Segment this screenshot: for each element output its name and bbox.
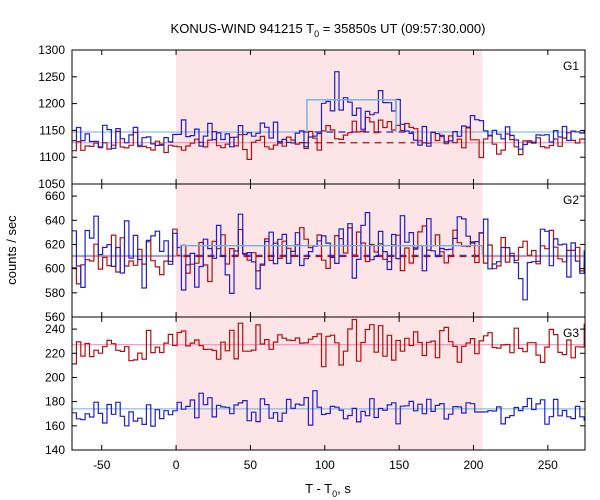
- y-tick-label: 180: [45, 395, 65, 409]
- y-tick-label: 1250: [38, 70, 65, 84]
- panel-label: G2: [563, 193, 579, 207]
- y-tick-label: 580: [45, 286, 65, 300]
- x-tick-label: 50: [244, 458, 258, 472]
- x-tick-labels: -50 0 50 100 150 200 250: [93, 458, 558, 472]
- chart-texts: KONUS-WIND 941215 T0 = 35850s UT (09:57:…: [4, 21, 485, 499]
- highlight-regions: [176, 50, 483, 450]
- y-tick-label: 600: [45, 262, 65, 276]
- y-tick-label: 1150: [39, 123, 65, 137]
- model-curve: [306, 99, 397, 133]
- x-axis-label: T - T0, s: [305, 481, 351, 499]
- y-tick-label: 1300: [38, 43, 65, 57]
- y-tick-label: 1050: [38, 177, 65, 191]
- panel-label: G1: [563, 59, 579, 73]
- y-tick-label: 200: [45, 370, 65, 384]
- panel-frame: [71, 316, 586, 451]
- model-curve: [179, 244, 484, 256]
- panel-g3: 140 160 180 200 220 240 G3: [45, 316, 586, 457]
- y-tick-label: 1100: [39, 150, 65, 164]
- series-blue-g1: [72, 71, 585, 150]
- highlight-band-g3: [176, 317, 483, 450]
- highlight-band-g1: [176, 50, 483, 184]
- panel-label: G3: [563, 326, 579, 340]
- series-blue-g3: [72, 390, 585, 427]
- chart-title: KONUS-WIND 941215 T0 = 35850s UT (09:57:…: [171, 21, 486, 39]
- panel-g1: 1050 1100 1150 1200 1250 1300 G1: [38, 43, 586, 191]
- highlight-band-g2: [176, 184, 483, 317]
- y-tick-label: 620: [45, 237, 65, 251]
- y-tick-label: 140: [45, 443, 65, 457]
- y-axis-label: counts / sec: [4, 215, 19, 285]
- x-tick-label: 100: [315, 458, 335, 472]
- x-tick-label: 200: [463, 458, 483, 472]
- y-tick-label: 240: [45, 322, 65, 336]
- series-blue-g2: [72, 212, 585, 301]
- series-red-g3: [72, 318, 585, 368]
- x-tick-label: -50: [93, 458, 111, 472]
- x-tick-label: 0: [173, 458, 180, 472]
- y-tick-label: 220: [45, 346, 65, 360]
- chart-panels: 1050 1100 1150 1200 1250 1300 G1 560 580 600 620 64…: [38, 43, 586, 472]
- y-tick-label: 660: [45, 189, 65, 203]
- x-tick-label: 250: [538, 458, 558, 472]
- y-tick-label: 640: [45, 213, 65, 227]
- series-red-g1: [72, 116, 585, 160]
- y-tick-label: 160: [45, 419, 65, 433]
- series-red-g2: [72, 225, 585, 285]
- x-tick-label: 150: [389, 458, 409, 472]
- y-tick-label: 560: [45, 310, 65, 324]
- y-tick-label: 1200: [38, 97, 65, 111]
